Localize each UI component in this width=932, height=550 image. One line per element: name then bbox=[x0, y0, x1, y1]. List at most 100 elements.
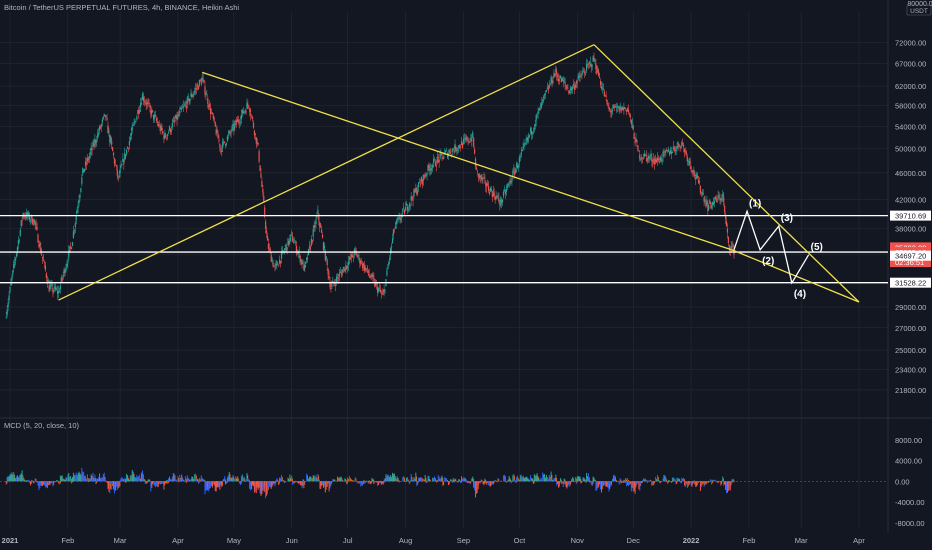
candle-body bbox=[306, 257, 308, 261]
trendline[interactable] bbox=[201, 71, 735, 252]
trendline[interactable] bbox=[593, 44, 860, 303]
level-badge[interactable] bbox=[890, 277, 931, 288]
candle-body bbox=[108, 130, 110, 133]
wave-label: (1) bbox=[749, 198, 761, 209]
time-tick: 2021 bbox=[2, 536, 19, 545]
candle-body bbox=[732, 244, 734, 246]
level-badge-text: 34697.20 bbox=[895, 252, 926, 261]
trendline[interactable] bbox=[58, 44, 595, 301]
candle-body bbox=[532, 130, 534, 132]
candle-body bbox=[175, 114, 177, 119]
candle-body bbox=[49, 286, 51, 290]
candle-body bbox=[340, 272, 342, 273]
price-tick: 38000.00 bbox=[895, 224, 926, 233]
candle-body bbox=[468, 141, 470, 143]
candle-body bbox=[98, 132, 100, 134]
candle-body bbox=[321, 229, 323, 233]
candle-body bbox=[248, 105, 250, 107]
candle-body bbox=[201, 77, 203, 82]
candle-body bbox=[497, 195, 499, 197]
candle-body bbox=[338, 273, 340, 277]
candle-body bbox=[404, 209, 406, 214]
candle-body bbox=[295, 245, 298, 253]
candle-body bbox=[536, 114, 538, 115]
indicator-axis[interactable]: 8000.00 4000.00 0.00 -4000.00 -8000.00 bbox=[895, 436, 925, 528]
candle-body bbox=[233, 126, 235, 131]
candle-body bbox=[674, 149, 676, 152]
candle-body bbox=[234, 123, 236, 128]
candle-body bbox=[680, 147, 682, 149]
candle-body bbox=[460, 147, 462, 149]
candle-body bbox=[42, 259, 45, 262]
candle-body bbox=[645, 154, 647, 156]
candle-body bbox=[682, 142, 684, 144]
candle-body bbox=[488, 192, 491, 195]
time-axis[interactable]: 2021 Feb Mar Apr May Jun Jul Aug Sep Oct Nov Dec 202… bbox=[2, 536, 866, 545]
candle-body bbox=[621, 106, 623, 110]
candle-body bbox=[628, 113, 631, 115]
wave-label: (2) bbox=[762, 256, 774, 267]
candle-body bbox=[446, 150, 448, 151]
candle-body bbox=[427, 165, 429, 171]
candle-body bbox=[335, 276, 338, 283]
level-badge[interactable] bbox=[890, 250, 931, 261]
candle-body bbox=[44, 265, 47, 271]
candle-body bbox=[287, 238, 289, 246]
candle-body bbox=[470, 138, 472, 141]
candle-body bbox=[154, 115, 156, 118]
candle-body bbox=[556, 71, 558, 76]
candle-body bbox=[499, 202, 501, 205]
candle-body bbox=[296, 252, 298, 254]
candle-body bbox=[505, 188, 507, 193]
candle-body bbox=[190, 93, 192, 97]
candle-body bbox=[12, 270, 14, 275]
candle-body bbox=[314, 226, 316, 228]
candle-body bbox=[627, 108, 629, 111]
candle-body bbox=[428, 166, 430, 168]
candle-body bbox=[387, 267, 389, 270]
candle-body bbox=[368, 274, 370, 276]
candle-body bbox=[374, 281, 376, 287]
candle-body bbox=[578, 75, 580, 76]
candle-body bbox=[704, 200, 706, 202]
candle-body bbox=[29, 220, 32, 221]
price-axis[interactable]: 80000.00USDT 72000.00 67000.00 62000.00 5800… bbox=[890, 1, 932, 395]
horizontal-levels[interactable] bbox=[0, 214, 888, 284]
candle-body bbox=[451, 148, 453, 153]
wave-projection[interactable]: (1) (2) (3) (4) (5) bbox=[733, 198, 823, 300]
candle-body bbox=[225, 143, 228, 145]
candle-body bbox=[554, 73, 556, 75]
candle-body bbox=[400, 219, 402, 220]
candle-body bbox=[677, 141, 679, 145]
candle-body bbox=[407, 209, 409, 210]
currency-badge[interactable] bbox=[906, 4, 932, 16]
candle-body bbox=[484, 177, 486, 179]
time-tick: Nov bbox=[571, 536, 585, 545]
wave-label: (3) bbox=[781, 213, 793, 224]
candle-body bbox=[325, 256, 327, 259]
candle-body bbox=[159, 127, 161, 132]
candle-body bbox=[555, 69, 557, 73]
candle-body bbox=[396, 220, 398, 222]
candle-body bbox=[441, 153, 443, 156]
candle-body bbox=[462, 138, 465, 145]
time-tick: Jun bbox=[286, 536, 298, 545]
candle-body bbox=[160, 125, 162, 129]
candle-body bbox=[630, 119, 632, 125]
candle-body bbox=[97, 133, 99, 139]
candle-body bbox=[679, 146, 681, 147]
candle-body bbox=[592, 56, 594, 62]
candle-body bbox=[543, 93, 546, 96]
candle-body bbox=[613, 105, 615, 109]
candle-body bbox=[169, 128, 172, 133]
candle-body bbox=[432, 159, 435, 163]
wave-path[interactable] bbox=[733, 209, 810, 285]
candle-body bbox=[47, 281, 49, 283]
time-tick: Oct bbox=[514, 536, 527, 545]
candle-body bbox=[73, 230, 75, 231]
level-badge[interactable] bbox=[890, 210, 931, 221]
candle-body bbox=[634, 140, 636, 144]
candle-body bbox=[665, 150, 667, 152]
